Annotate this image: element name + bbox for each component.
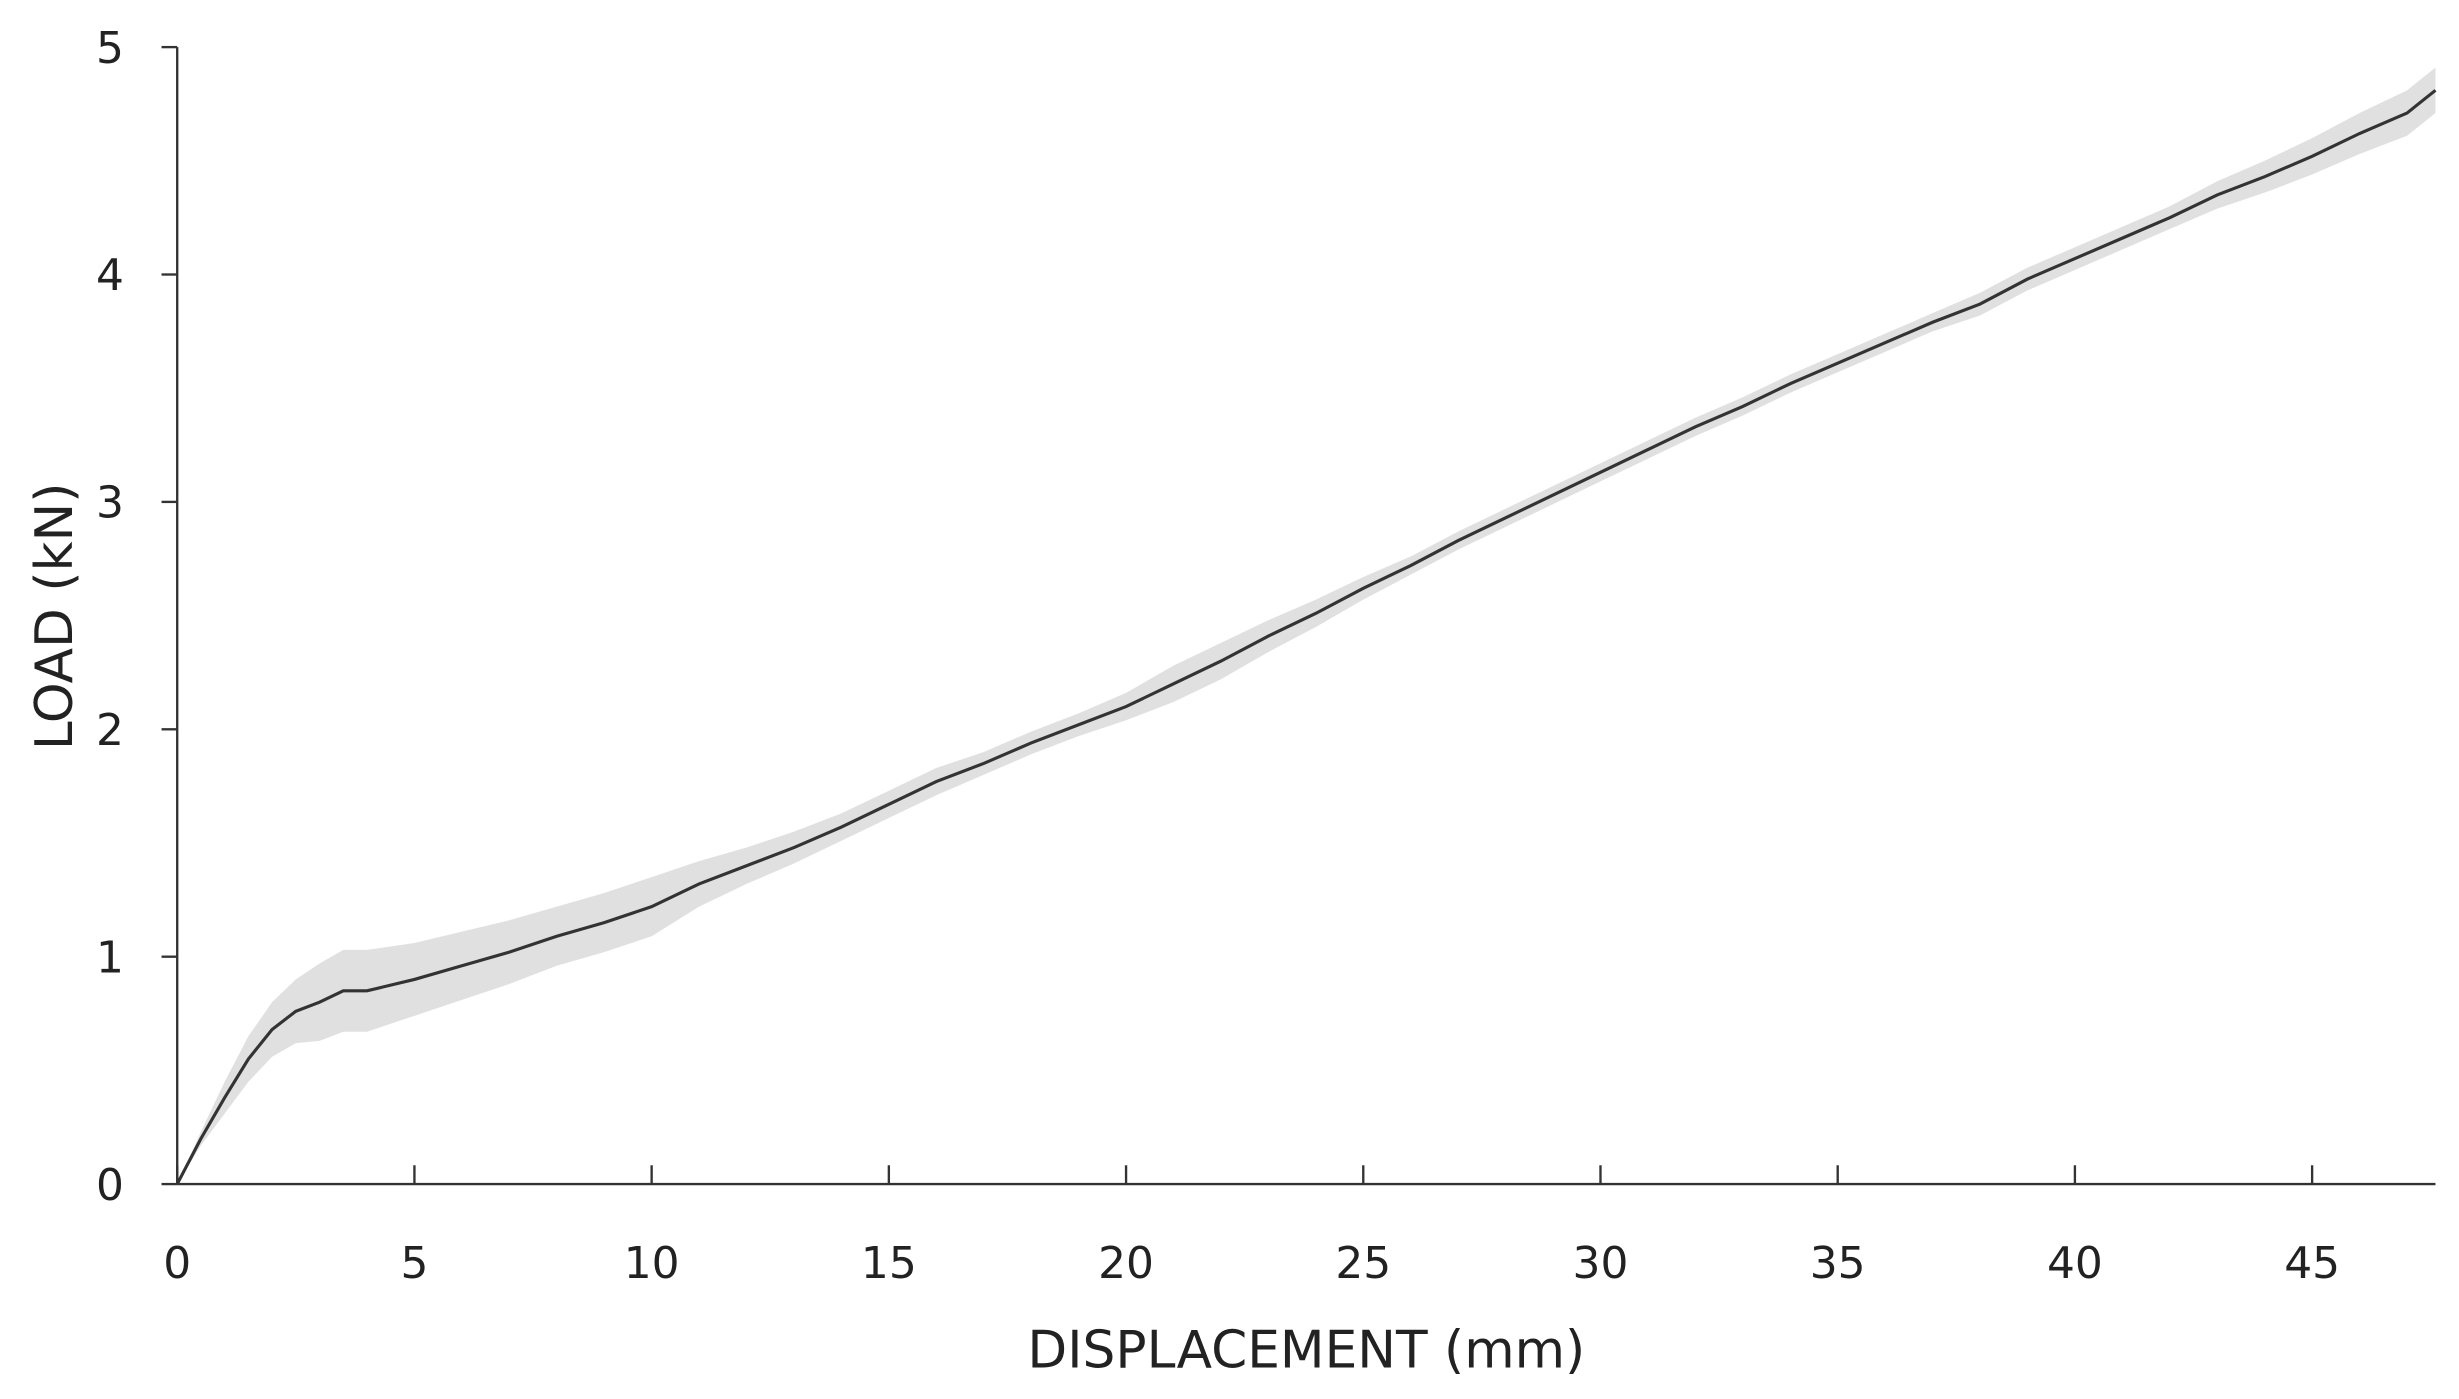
y-tick-label: 2 — [96, 705, 124, 756]
x-tick-label: 0 — [163, 1238, 191, 1289]
y-tick-label: 4 — [96, 250, 124, 301]
x-tick-label: 20 — [1098, 1238, 1154, 1289]
y-tick-label: 5 — [96, 23, 124, 74]
x-tick-label: 30 — [1573, 1238, 1629, 1289]
x-axis-label: DISPLACEMENT (mm) — [1027, 1321, 1585, 1381]
x-tick-label: 35 — [1810, 1238, 1866, 1289]
x-tick-label: 15 — [861, 1238, 917, 1289]
y-tick-label: 3 — [96, 478, 124, 529]
error-band — [177, 67, 2436, 1185]
x-tick-label: 10 — [624, 1238, 680, 1289]
x-tick-label: 45 — [2284, 1238, 2340, 1289]
y-tick-label: 1 — [96, 932, 124, 983]
x-tick-label: 40 — [2047, 1238, 2103, 1289]
data-line — [175, 89, 2437, 1185]
y-tick-label: 0 — [96, 1160, 124, 1211]
x-tick-label: 5 — [400, 1238, 428, 1289]
y-axis-label: LOAD (kN) — [25, 483, 85, 751]
x-tick-label: 25 — [1335, 1238, 1391, 1289]
